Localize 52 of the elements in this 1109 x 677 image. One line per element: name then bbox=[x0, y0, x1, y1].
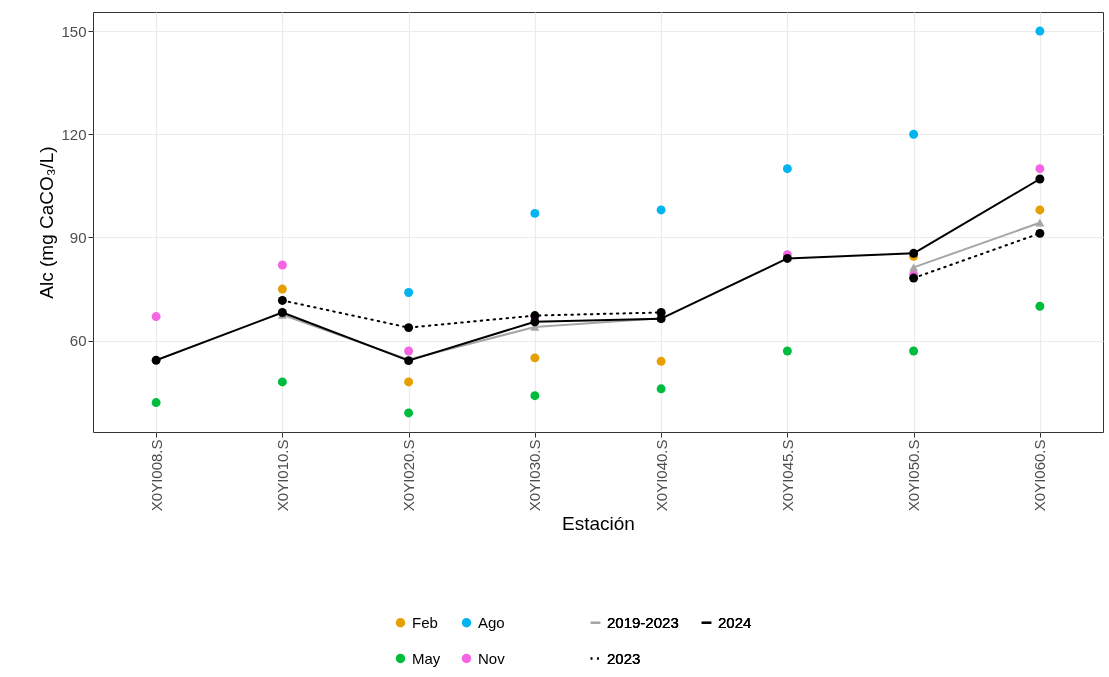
point bbox=[656, 356, 666, 366]
x-axis-title: Estación bbox=[562, 513, 635, 535]
point bbox=[782, 254, 792, 263]
point bbox=[656, 205, 666, 215]
y-tick-label: 90 bbox=[69, 228, 87, 246]
y-tick-label: 150 bbox=[61, 22, 87, 40]
point bbox=[530, 353, 540, 363]
point bbox=[782, 164, 792, 174]
point bbox=[1035, 205, 1045, 215]
legend-label: 2024 bbox=[718, 613, 752, 631]
x-tick-label: X0YI010.S bbox=[273, 439, 291, 512]
point bbox=[1035, 218, 1045, 227]
point bbox=[530, 391, 540, 401]
point bbox=[1035, 228, 1045, 238]
legend-label: Ago bbox=[478, 613, 505, 631]
x-tick-label: X0YI020.S bbox=[400, 439, 418, 512]
point bbox=[1035, 26, 1045, 36]
point bbox=[404, 346, 414, 356]
point bbox=[277, 295, 287, 305]
point bbox=[151, 398, 161, 408]
point bbox=[151, 312, 161, 322]
x-tick-label: X0YI060.S bbox=[1031, 439, 1049, 512]
point bbox=[404, 323, 414, 333]
point bbox=[404, 377, 414, 387]
legend-label: Nov bbox=[478, 649, 506, 667]
point bbox=[1035, 164, 1045, 174]
y-tick-label: 60 bbox=[69, 332, 87, 350]
x-tick-label: X0YI050.S bbox=[905, 439, 923, 512]
point bbox=[782, 346, 792, 356]
point bbox=[404, 288, 414, 297]
x-tick-label: X0YI008.S bbox=[147, 439, 165, 512]
point bbox=[277, 260, 287, 270]
point bbox=[909, 129, 919, 139]
point bbox=[909, 346, 919, 356]
point bbox=[1035, 301, 1045, 311]
point bbox=[404, 408, 414, 418]
point bbox=[656, 384, 666, 394]
point bbox=[909, 263, 919, 272]
point bbox=[277, 377, 287, 387]
y-axis-title: Alc (mg CaCO₃/L) bbox=[36, 146, 58, 299]
x-tick-label: X0YI040.S bbox=[652, 439, 670, 512]
point bbox=[151, 355, 161, 365]
x-tick-label: X0YI045.S bbox=[778, 439, 796, 512]
y-tick-label: 120 bbox=[61, 125, 87, 143]
legend-label: 2019-2023 bbox=[607, 613, 679, 631]
point bbox=[1035, 174, 1045, 184]
legend-label: Feb bbox=[412, 613, 438, 631]
point bbox=[277, 284, 287, 294]
x-tick-label: X0YI030.S bbox=[526, 439, 544, 512]
legend-label: 2023 bbox=[607, 649, 641, 667]
legend-label: May bbox=[412, 649, 441, 667]
point bbox=[530, 208, 540, 218]
